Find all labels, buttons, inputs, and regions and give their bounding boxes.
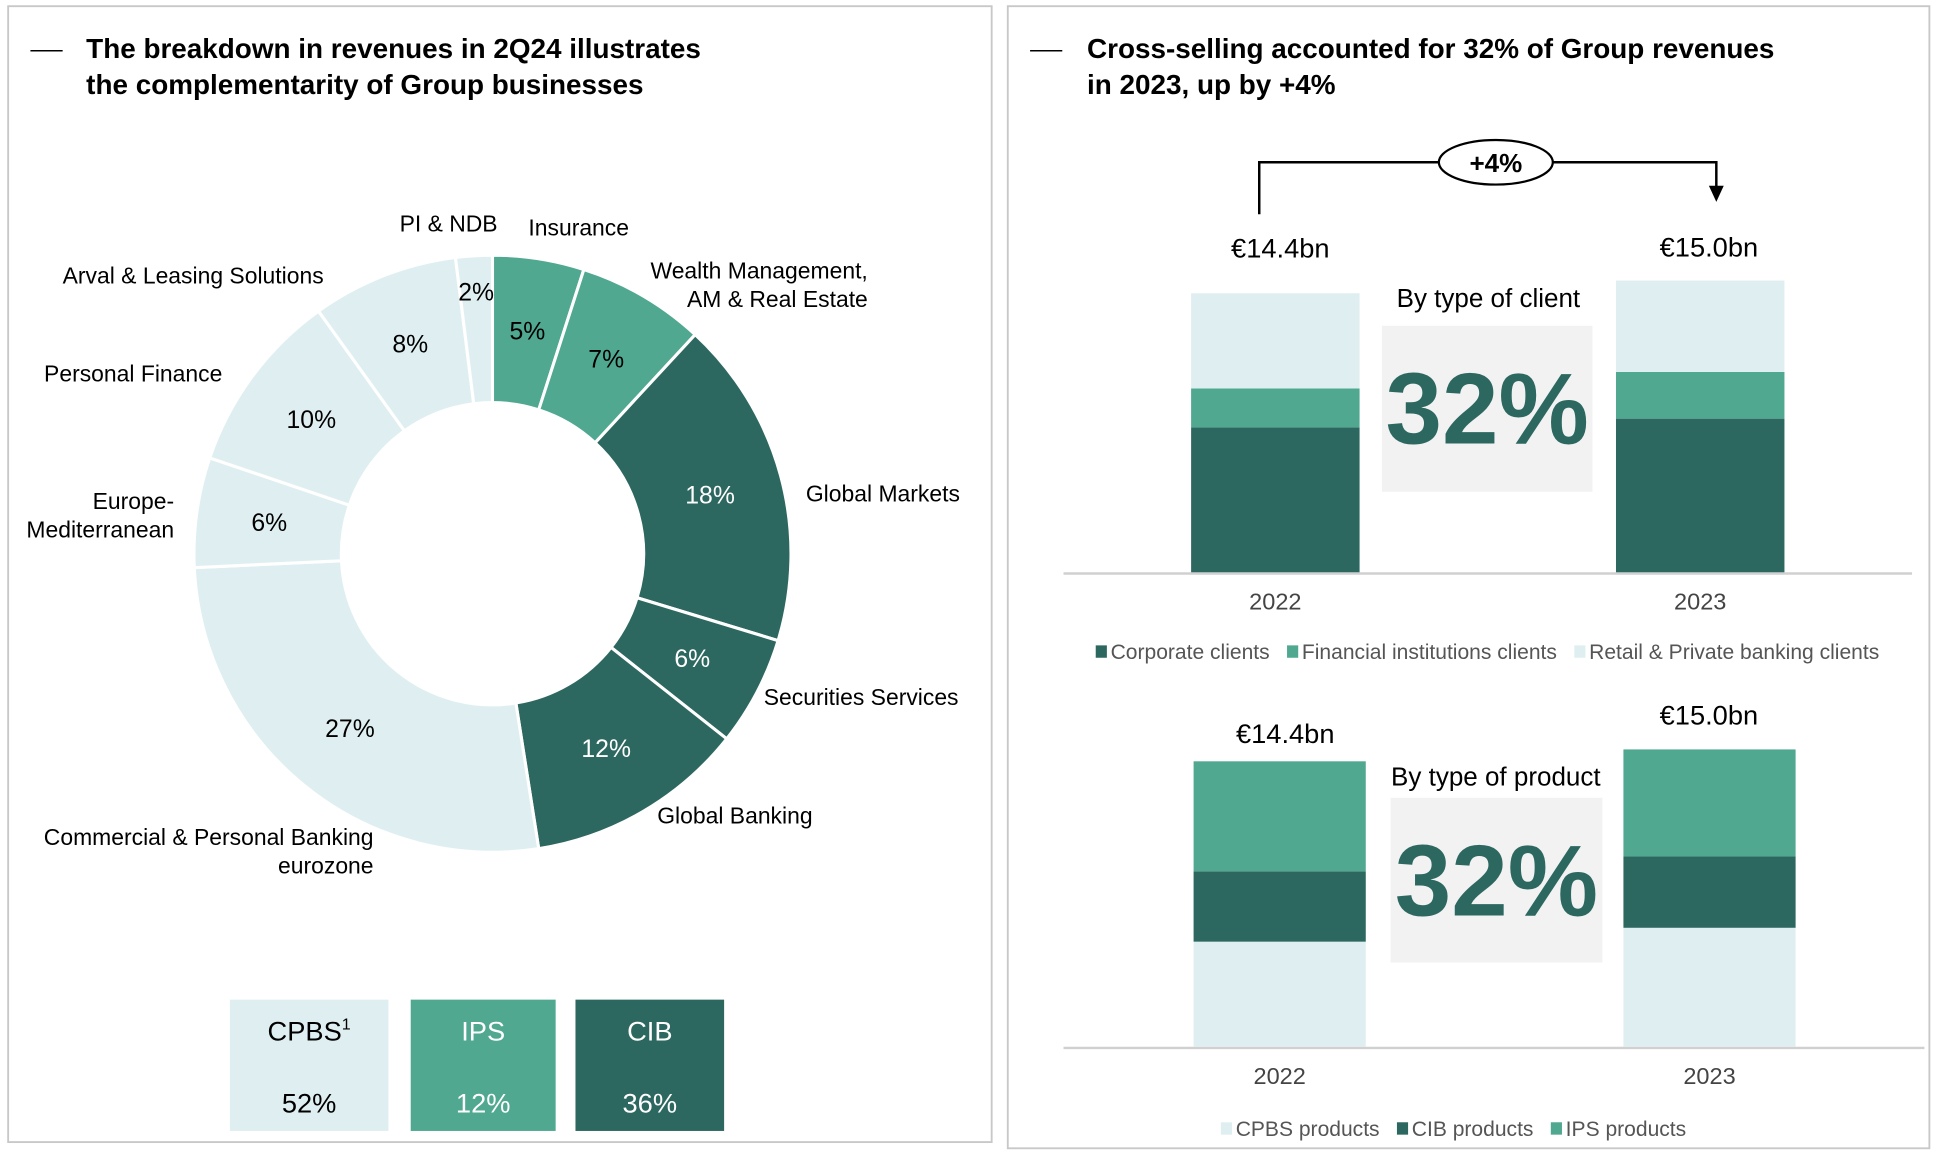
group-name: CPBS1 bbox=[268, 1015, 351, 1046]
slice-value-label: 6% bbox=[674, 646, 710, 673]
slice-category-label: Global Markets bbox=[806, 481, 960, 507]
group-name: CIB bbox=[627, 1016, 672, 1047]
legend-label: CIB products bbox=[1412, 1118, 1534, 1141]
bar-segment bbox=[1615, 418, 1785, 573]
bar-segment bbox=[1191, 293, 1360, 389]
legend-label: Retail & Private banking clients bbox=[1589, 641, 1879, 664]
group-value: 36% bbox=[623, 1087, 678, 1118]
slice-category-label: AM & Real Estate bbox=[687, 286, 868, 312]
bar-total-label: €15.0bn bbox=[1660, 231, 1759, 262]
highlight-box bbox=[1381, 325, 1593, 492]
bar-segment bbox=[1191, 427, 1360, 573]
left-panel bbox=[7, 5, 993, 1144]
slice-category-label: Wealth Management, bbox=[650, 258, 867, 284]
slice-category-label: Europe- bbox=[93, 488, 174, 514]
bar-total-label: €15.0bn bbox=[1660, 700, 1759, 731]
slice-category-label: PI & NDB bbox=[400, 211, 498, 237]
legend-swatch bbox=[1095, 645, 1107, 658]
slice-category-label: Commercial & Personal Banking bbox=[44, 824, 374, 850]
bar-segment bbox=[1615, 371, 1785, 419]
legend-swatch bbox=[1574, 645, 1586, 658]
client-bar-chart: 2022 €14.4bn 2023 €15.0bn By type of client 3… bbox=[1063, 231, 1913, 664]
group-value: 52% bbox=[282, 1087, 337, 1118]
x-tick-label: 2022 bbox=[1254, 1063, 1306, 1089]
donut-chart: 5% 7% 18% 6% 12% 27% 6% 10% 8% 2% bbox=[192, 253, 793, 854]
right-title-line-2: in 2023, up by +4% bbox=[1087, 69, 1336, 100]
left-title-line-2: the complementarity of Group businesses bbox=[86, 69, 643, 100]
bar-total-label: €14.4bn bbox=[1236, 718, 1335, 749]
chart-subtitle: By type of client bbox=[1397, 283, 1581, 313]
legend-label: IPS products bbox=[1566, 1118, 1687, 1141]
slice-value-label: 8% bbox=[392, 331, 428, 358]
bar-segment bbox=[1193, 761, 1366, 872]
legend-swatch bbox=[1396, 1122, 1409, 1135]
group-total-box bbox=[229, 999, 389, 1131]
bar-segment bbox=[1193, 941, 1366, 1047]
growth-label: +4% bbox=[1469, 148, 1522, 178]
highlight-value: 32% bbox=[1395, 823, 1598, 937]
chart-subtitle: By type of product bbox=[1391, 761, 1601, 791]
legend-swatch bbox=[1220, 1122, 1232, 1135]
arrow-down-icon bbox=[1708, 185, 1724, 202]
x-tick-label: 2022 bbox=[1249, 588, 1301, 614]
left-title-line-1: The breakdown in revenues in 2Q24 illust… bbox=[86, 33, 701, 64]
footnote-marker: 1 bbox=[342, 1015, 351, 1033]
product-bar-chart: 2022 €14.4bn 2023 €15.0bn By type of product… bbox=[1063, 700, 1925, 1141]
growth-bracket: +4% bbox=[1258, 138, 1724, 215]
slice-value-label: 10% bbox=[287, 407, 337, 434]
slice-value-label: 27% bbox=[325, 716, 375, 743]
slice-value-label: 2% bbox=[458, 279, 494, 306]
group-total-box bbox=[575, 999, 725, 1131]
donut-slice bbox=[592, 332, 793, 643]
x-tick-label: 2023 bbox=[1683, 1063, 1735, 1089]
bar-total-label: €14.4bn bbox=[1231, 233, 1330, 264]
slice-category-label: Arval & Leasing Solutions bbox=[63, 263, 324, 289]
legend-label: Financial institutions clients bbox=[1302, 641, 1557, 664]
slice-category-label: eurozone bbox=[278, 852, 374, 878]
slice-value-label: 18% bbox=[685, 482, 735, 509]
group-value: 12% bbox=[456, 1087, 511, 1118]
bar-segment bbox=[1623, 856, 1796, 928]
slice-value-label: 6% bbox=[251, 510, 287, 537]
slice-value-label: 7% bbox=[588, 347, 624, 374]
legend-label: Corporate clients bbox=[1111, 641, 1270, 664]
slice-category-label: Insurance bbox=[528, 214, 629, 240]
bar-segment bbox=[1191, 388, 1360, 428]
highlight-value: 32% bbox=[1386, 351, 1589, 465]
group-name: IPS bbox=[461, 1016, 505, 1047]
legend-swatch bbox=[1287, 645, 1299, 658]
group-total-box bbox=[410, 999, 556, 1131]
slice-value-label: 12% bbox=[581, 736, 631, 763]
right-title-line-1: Cross-selling accounted for 32% of Group… bbox=[1087, 33, 1774, 64]
x-tick-label: 2023 bbox=[1674, 588, 1726, 614]
bar-segment bbox=[1623, 927, 1796, 1047]
slice-category-label: Personal Finance bbox=[44, 361, 222, 387]
legend-label: CPBS products bbox=[1236, 1118, 1380, 1141]
slice-value-label: 5% bbox=[510, 319, 546, 346]
slice-category-label: Global Banking bbox=[657, 803, 812, 829]
bar-segment bbox=[1623, 749, 1796, 857]
donut-slice bbox=[453, 253, 495, 406]
group-totals: CPBS1 52% IPS 12% CIB 36% bbox=[229, 999, 725, 1131]
highlight-box bbox=[1390, 797, 1603, 963]
bar-segment bbox=[1615, 280, 1785, 372]
legend-swatch bbox=[1550, 1122, 1562, 1135]
bar-segment bbox=[1193, 871, 1366, 942]
donut-slice bbox=[192, 559, 541, 854]
donut-labels: Insurance Wealth Management,AM & Real Est… bbox=[26, 211, 960, 879]
slice-category-label: Securities Services bbox=[764, 684, 959, 710]
slice-category-label: Mediterranean bbox=[26, 517, 174, 543]
